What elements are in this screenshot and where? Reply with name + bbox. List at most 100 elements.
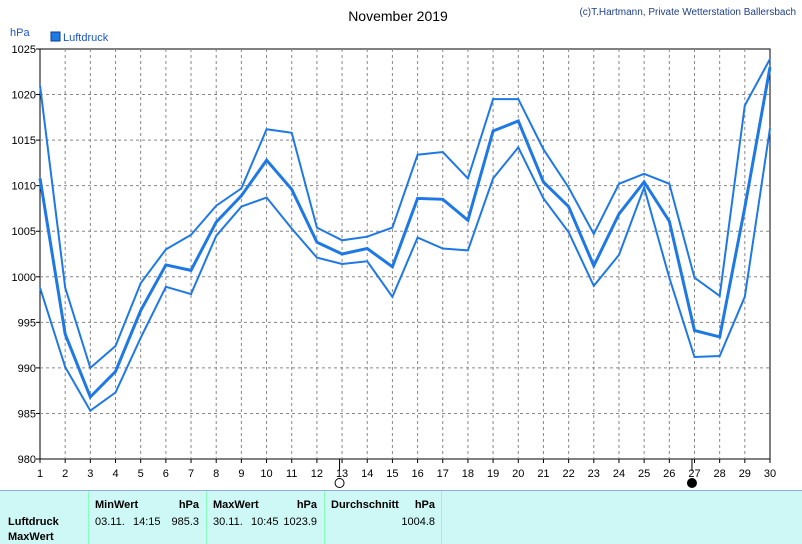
data-point [316,256,318,259]
series-line-min [39,128,771,413]
avg-unit: hPa [414,499,435,511]
data-point [366,247,369,250]
data-point [391,226,394,229]
y-tick-label: 1005 [12,226,36,238]
data-point [114,391,117,394]
plot-frame [39,48,771,460]
data-point [265,159,268,161]
data-point [366,260,369,263]
y-tick-label: 1015 [12,135,36,147]
data-point [769,66,771,69]
y-tick-label: 1020 [12,90,36,102]
data-point [89,367,92,369]
x-tick-label: 15 [386,468,398,480]
data-point [190,269,192,272]
data-point [592,233,595,235]
data-point [643,181,645,183]
data-point [165,248,167,251]
data-point [769,127,771,130]
data-point [240,187,243,190]
series-line-mean [38,66,772,400]
data-point [366,235,369,238]
avg-column: Durchschnitt hPa 1004.8 [324,491,442,544]
x-tick-label: 22 [562,468,574,480]
data-point [290,227,293,230]
x-tick-label: 12 [311,468,323,480]
data-point [467,219,469,222]
data-point [542,181,545,183]
data-point [215,204,218,207]
x-tick-label: 20 [512,468,524,480]
x-tick-label: 17 [437,468,449,480]
max-value: 1023.9 [283,516,317,528]
data-point [39,84,41,87]
min-time: 14:15 [133,516,161,528]
data-point [467,177,469,180]
data-point [114,345,117,347]
stats-row-label-max: MaxWert [8,531,54,543]
x-tick-label: 14 [361,468,373,480]
data-point [391,296,394,298]
x-tick-label: 3 [87,468,93,480]
data-point [744,104,746,107]
data-point [416,153,419,156]
data-point [744,296,746,298]
x-tick-label: 5 [138,468,144,480]
min-value: 985.3 [171,516,199,528]
data-point [341,239,343,242]
data-point [89,409,92,412]
data-point [517,146,520,149]
data-point [567,205,570,208]
data-point [64,286,66,289]
x-tick-label: 11 [286,468,297,480]
data-point [492,98,494,100]
data-point [240,194,243,197]
data-point [441,247,444,250]
x-tick-label: 21 [537,468,549,480]
first-quarter-marker [334,478,345,488]
data-point [668,183,671,185]
data-point [618,213,620,215]
data-point [64,366,66,368]
credit-text: (c)T.Hartmann, Private Wetterstation Bal… [579,7,796,18]
data-point [165,286,167,288]
x-tick-label: 1 [37,468,43,480]
y-tick-label: 1010 [12,181,36,193]
legend-swatch [50,31,61,42]
data-point [643,173,645,175]
x-tick-label: 25 [638,468,650,480]
x-tick-label: 26 [663,468,675,480]
data-point [592,265,595,267]
data-point [39,177,41,180]
data-point [316,226,318,229]
data-point [290,188,293,191]
data-point [341,253,343,255]
data-point [240,205,243,208]
x-tick-label: 13 [336,468,348,480]
max-time: 10:45 [251,516,279,528]
data-point [441,151,444,153]
data-point [517,120,520,122]
data-point [215,234,218,237]
x-tick-label: 16 [411,468,423,480]
x-tick-label: 27 [688,468,700,480]
data-point [718,295,721,297]
data-point [668,276,671,279]
x-tick-label: 10 [260,468,272,480]
avg-value: 1004.8 [401,516,435,528]
data-point [39,286,41,289]
data-point [290,132,293,134]
data-point [693,356,696,358]
x-tick-label: 18 [462,468,474,480]
data-point [718,355,721,357]
series-line-max [39,58,771,370]
data-point [64,333,66,335]
stats-panel: Luftdruck MaxWert MinWert hPa 03.11. 14:… [0,490,802,544]
min-unit: hPa [178,499,199,511]
data-point [542,148,545,151]
data-point [416,236,419,239]
data-point [139,337,142,339]
data-point [114,370,117,373]
max-column: MaxWert hPa 30.11. 10:45 1023.9 [206,491,325,544]
data-point [592,285,595,287]
